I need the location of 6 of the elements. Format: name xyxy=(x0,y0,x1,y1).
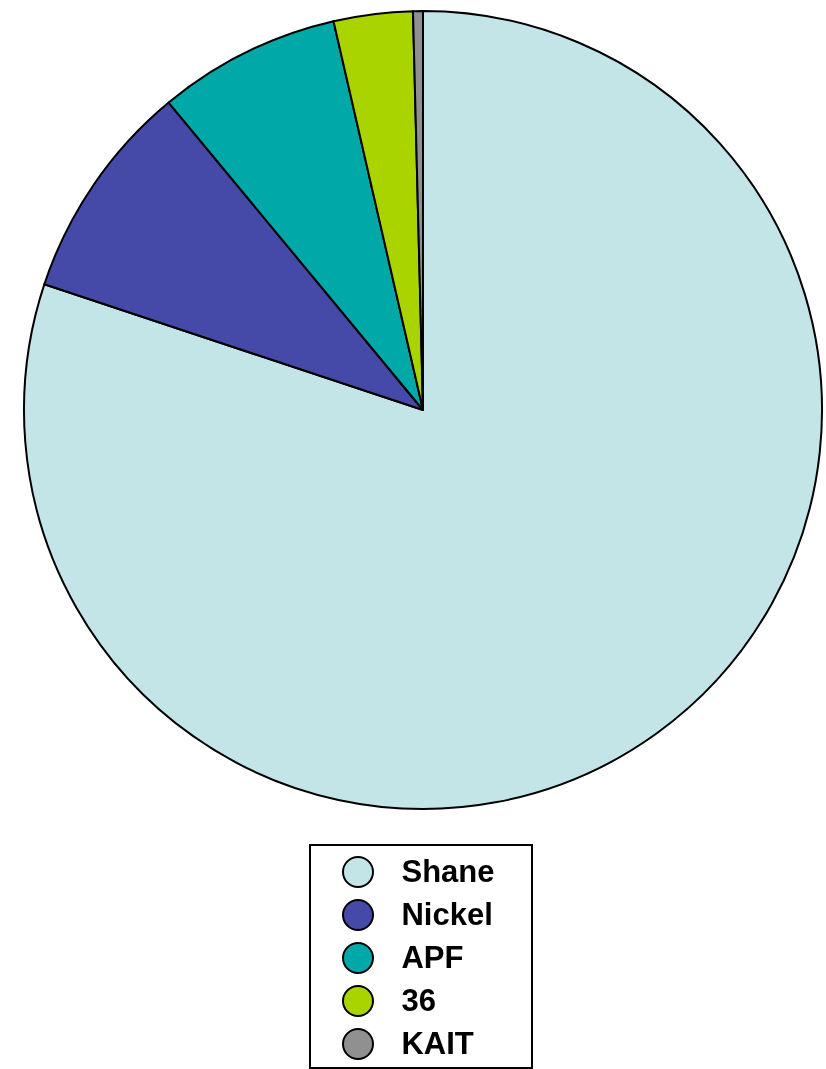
legend-label: 36 xyxy=(401,982,436,1019)
legend-label: Nickel xyxy=(401,896,493,933)
pie-slice xyxy=(23,10,823,810)
legend-label: KAIT xyxy=(401,1025,474,1062)
legend-label: APF xyxy=(401,939,464,976)
legend-label: Shane xyxy=(401,853,495,890)
